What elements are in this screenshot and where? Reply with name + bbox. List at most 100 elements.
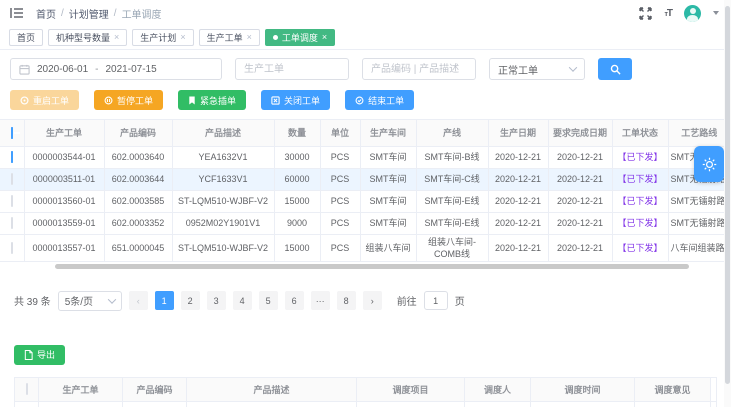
- page-button-4[interactable]: 4: [232, 291, 252, 311]
- table-row[interactable]: 0000013559-01 602.0003352 0952M02Y1901V1…: [0, 212, 731, 235]
- vertical-scrollbar-thumb[interactable]: [725, 6, 730, 384]
- cell-product-code: 602.0003585: [104, 190, 173, 213]
- date-range-picker[interactable]: 2020-06-01 - 2021-07-15: [10, 58, 222, 80]
- button-label: 导出: [37, 350, 56, 361]
- search-button[interactable]: [598, 58, 632, 80]
- product-input[interactable]: [362, 58, 476, 80]
- settings-float-button[interactable]: [694, 146, 724, 182]
- bookmark-icon: [189, 95, 195, 105]
- tab-label: 生产计划: [140, 33, 177, 43]
- table-row[interactable]: 0000013557-01 651.0000045 ST-LQM510-WJBF…: [0, 234, 731, 262]
- col-header: 产品描述: [186, 377, 357, 402]
- row-checkbox[interactable]: [10, 216, 13, 229]
- cell-workshop: SMT车间: [360, 168, 417, 191]
- select-all-checkbox[interactable]: [25, 383, 28, 396]
- cell-due-date: 2020-12-21: [548, 212, 613, 235]
- tab-order-dispatch-active[interactable]: 工单调度 ×: [264, 29, 336, 46]
- row-checkbox[interactable]: [10, 172, 13, 185]
- breadcrumb-home[interactable]: 首页: [36, 9, 56, 21]
- fullscreen-icon[interactable]: [639, 6, 653, 20]
- row-checkbox[interactable]: [10, 241, 13, 254]
- next-page-button[interactable]: ›: [362, 291, 382, 311]
- chevron-down-icon[interactable]: [713, 11, 719, 15]
- tab-production-plan[interactable]: 生产计划 ×: [132, 29, 194, 46]
- avatar[interactable]: [684, 4, 701, 22]
- breadcrumb-plan-management[interactable]: 计划管理: [68, 9, 109, 21]
- col-header: 产品编码: [104, 120, 173, 147]
- export-button[interactable]: 导出: [14, 344, 66, 365]
- status-badge: 【已下发】: [612, 234, 669, 262]
- pause-order-button[interactable]: 暂停工单: [94, 90, 164, 110]
- finish-order-button[interactable]: 结束工单: [345, 90, 415, 110]
- page-button-2[interactable]: 2: [180, 291, 200, 311]
- close-icon[interactable]: ×: [180, 32, 186, 42]
- table-row[interactable]: 0000003544-01 602.0003640 YEA1632V1 3000…: [0, 146, 731, 169]
- order-type-select[interactable]: 正常工单: [489, 58, 585, 80]
- prev-page-button[interactable]: ‹: [128, 291, 148, 311]
- row-checkbox[interactable]: [10, 194, 13, 207]
- table-header-row: 生产工单 产品编码 产品描述 数量 单位 生产车间 产线 生产日期 要求完成日期…: [0, 120, 731, 147]
- export-doc-icon: [24, 349, 33, 360]
- date-end[interactable]: 2021-07-15: [105, 63, 157, 75]
- horizontal-scrollbar[interactable]: [55, 263, 689, 269]
- chevron-down-icon: [107, 295, 116, 304]
- more-pages-button[interactable]: ···: [310, 291, 330, 311]
- breadcrumb-current: 工单调度: [121, 9, 162, 21]
- cell-route: SMT无镭射路线: [668, 190, 731, 213]
- date-start[interactable]: 2020-06-01: [37, 63, 89, 75]
- page-button-1[interactable]: 1: [154, 291, 174, 311]
- vertical-scrollbar-track: [724, 0, 731, 407]
- row-checkbox[interactable]: [10, 150, 13, 163]
- cell-work-order: 0000013559-01: [24, 212, 105, 235]
- cell-dispatch-item: 下发工单: [356, 401, 465, 407]
- font-size-icon[interactable]: тT: [664, 7, 672, 19]
- topbar: 首页 / 计划管理 / 工单调度 тT: [0, 0, 731, 26]
- cell-unit: PCS: [320, 212, 361, 235]
- button-label: 重启工单: [33, 95, 70, 106]
- page-button-6[interactable]: 6: [284, 291, 304, 311]
- page-button-5[interactable]: 5: [258, 291, 278, 311]
- close-icon[interactable]: ×: [246, 32, 252, 42]
- tab-home[interactable]: 首页: [9, 29, 44, 46]
- active-dot-icon: [272, 35, 278, 40]
- goto-suffix: 页: [454, 297, 465, 309]
- tab-model-qty[interactable]: 机种型号数量 ×: [48, 29, 128, 46]
- cell-workshop: SMT车间: [360, 212, 417, 235]
- col-header: 生产工单: [38, 377, 123, 402]
- table-row[interactable]: 0000003511-01 602.0003644 YCF1633V1 6000…: [0, 168, 731, 191]
- cell-prod-date: 2020-12-21: [488, 190, 549, 213]
- close-icon[interactable]: ×: [321, 32, 328, 42]
- cell-prod-date: 2020-12-21: [488, 234, 549, 262]
- urgent-insert-button[interactable]: 紧急插单: [178, 90, 247, 110]
- page-button-3[interactable]: 3: [206, 291, 226, 311]
- close-icon[interactable]: ×: [114, 32, 120, 42]
- button-label: 结束工单: [368, 95, 405, 106]
- search-icon: [610, 64, 621, 75]
- status-badge: 【已下发】: [612, 168, 669, 191]
- page-button-8[interactable]: 8: [336, 291, 356, 311]
- breadcrumb-separator: /: [113, 7, 117, 19]
- filter-bar: 2020-06-01 - 2021-07-15 正常工单: [0, 50, 731, 86]
- page-size-select[interactable]: 5条/页: [57, 290, 122, 311]
- cell-dispatch-opinion: [634, 401, 711, 407]
- cell-work-order: 0000013560-01: [24, 190, 105, 213]
- cell-line: SMT车间-E线: [416, 190, 489, 213]
- restart-order-button[interactable]: 重启工单: [10, 90, 80, 110]
- cell-product-desc: YEA1632V1: [172, 146, 275, 169]
- select-all-checkbox[interactable]: [10, 126, 13, 139]
- table-row[interactable]: 0000003511-01 602.0003644 YCF1633V1 下发工单…: [14, 401, 717, 407]
- cell-due-date: 2020-12-21: [548, 146, 613, 169]
- cell-unit: PCS: [320, 190, 361, 213]
- table-row[interactable]: 0000013560-01 602.0003585 ST-LQM510-WJBF…: [0, 190, 731, 213]
- hamburger-icon[interactable]: [10, 7, 24, 19]
- cell-route: SMT无镭射路线: [668, 212, 731, 235]
- col-header: 调度时间: [530, 377, 635, 402]
- cell-work-order: 0000003511-01: [24, 168, 105, 191]
- restart-icon: [20, 95, 29, 105]
- cell-qty: 9000: [274, 212, 321, 235]
- goto-page-input[interactable]: [423, 291, 448, 311]
- tab-production-order[interactable]: 生产工单 ×: [198, 29, 260, 46]
- close-order-button[interactable]: 关闭工单: [261, 90, 331, 110]
- work-order-input[interactable]: [235, 58, 349, 80]
- cell-product-desc: 0952M02Y1901V1: [172, 212, 275, 235]
